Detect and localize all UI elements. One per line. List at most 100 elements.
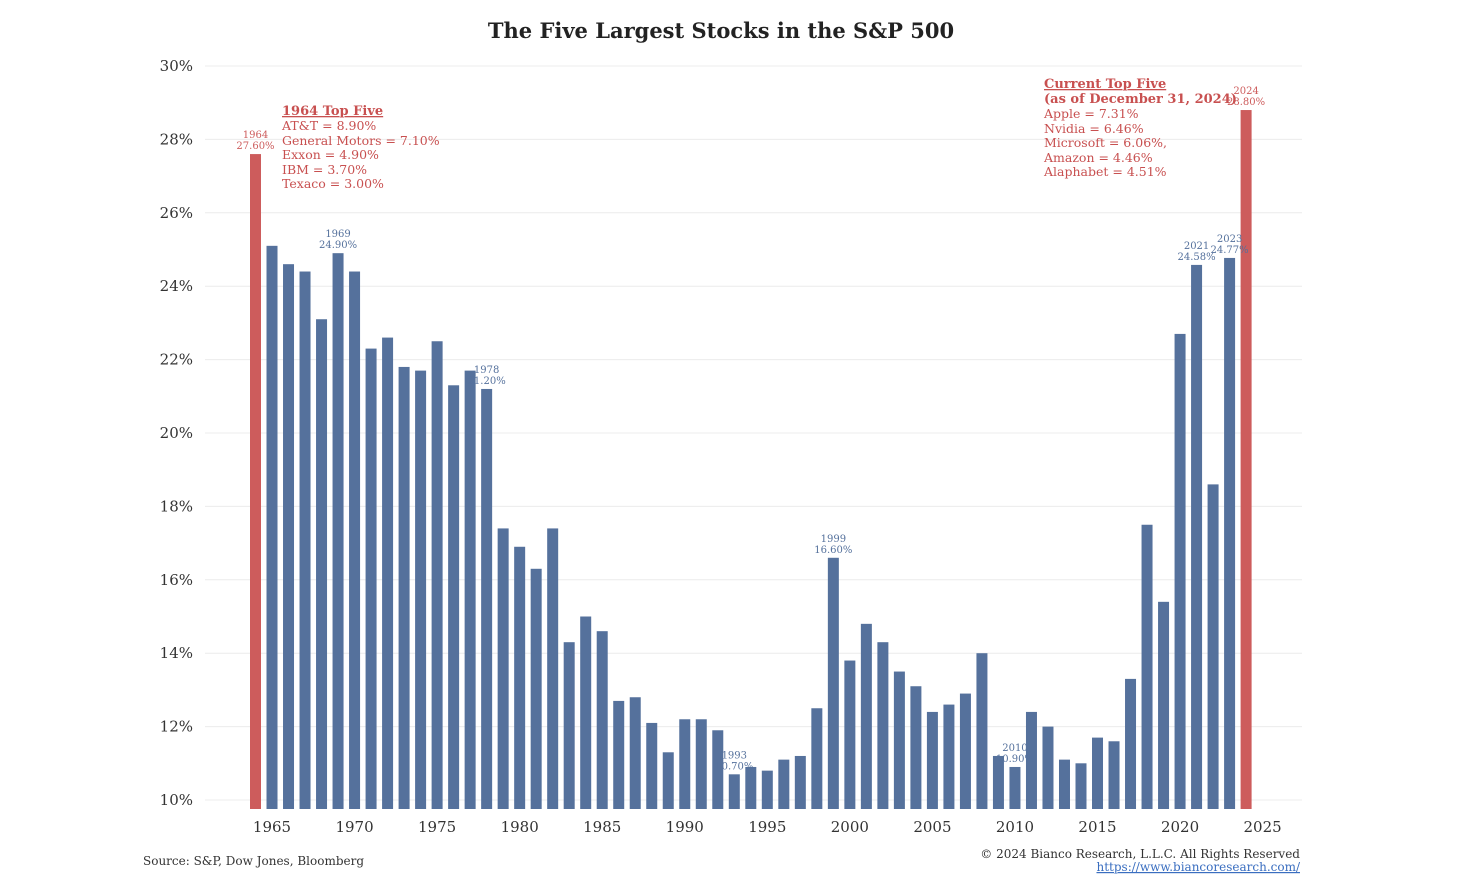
chart-title: The Five Largest Stocks in the S&P 500	[488, 18, 954, 43]
y-tick-label: 24%	[160, 277, 193, 295]
x-tick-label: 2025	[1244, 818, 1282, 836]
bar	[1174, 333, 1186, 809]
annotation-1964-top-five: 1964 Top Five AT&T = 8.90% General Motor…	[281, 104, 440, 191]
bar	[646, 722, 658, 809]
annotation-1964-heading: 1964 Top Five	[282, 104, 383, 119]
annotation-1964-line: AT&T = 8.90%	[281, 118, 376, 133]
y-tick-label: 20%	[160, 424, 193, 442]
x-tick-label: 2000	[831, 818, 869, 836]
x-tick-label: 1965	[253, 818, 291, 836]
annotation-current-heading: Current Top Five	[1044, 77, 1166, 92]
copyright-note: © 2024 Bianco Research, L.L.C. All Right…	[980, 847, 1300, 861]
y-tick-label: 12%	[160, 718, 193, 736]
bar	[398, 366, 410, 809]
bar	[514, 546, 526, 809]
bar	[1207, 484, 1219, 809]
annotation-1964-line: Exxon = 4.90%	[282, 147, 379, 162]
bar	[860, 623, 872, 809]
bar	[382, 337, 394, 809]
bar	[679, 719, 691, 809]
x-tick-label: 1975	[418, 818, 456, 836]
bar-highlight	[1240, 110, 1252, 810]
y-tick-label: 16%	[160, 571, 193, 589]
bar	[283, 264, 295, 809]
bar	[1158, 601, 1170, 809]
bar	[1009, 766, 1021, 809]
annotation-current-line: Microsoft = 6.06%,	[1044, 135, 1167, 150]
bar	[877, 642, 889, 809]
bar-value-label: 1964 27.60%	[236, 130, 274, 152]
y-tick-label: 14%	[160, 644, 193, 662]
bar	[580, 616, 592, 809]
bars	[250, 110, 1252, 810]
bar	[926, 711, 938, 809]
bar	[662, 752, 674, 809]
bar	[596, 631, 608, 809]
y-axis-ticks: 10% 12% 14% 16% 18% 20% 22% 24% 26% 28% 30%	[160, 57, 193, 809]
bar	[431, 341, 443, 809]
bar	[811, 708, 823, 809]
bar	[316, 319, 328, 809]
website-link[interactable]: https://www.biancoresearch.com/	[1096, 860, 1300, 874]
bar	[1092, 737, 1104, 809]
bar	[745, 766, 757, 809]
bar	[992, 755, 1004, 809]
x-tick-label: 1990	[666, 818, 704, 836]
bar	[629, 697, 641, 809]
bar	[349, 271, 361, 809]
x-tick-label: 2020	[1161, 818, 1199, 836]
bar	[1058, 759, 1070, 809]
y-tick-label: 10%	[160, 791, 193, 809]
bar	[415, 370, 427, 809]
bar-value-label: 2023 24.77%	[1211, 234, 1249, 256]
bar-value-label: 2024 28.80%	[1227, 86, 1265, 108]
x-tick-label: 2005	[913, 818, 951, 836]
bar	[827, 557, 839, 809]
bar	[778, 759, 790, 809]
bar	[910, 686, 922, 809]
bar	[497, 528, 509, 809]
bar	[1042, 726, 1054, 809]
bar	[1025, 711, 1037, 809]
bar-value-label: 1969 24.90%	[319, 229, 357, 251]
bar-value-label: 2021 24.58%	[1177, 241, 1215, 263]
bar	[1125, 678, 1137, 809]
x-tick-label: 1970	[335, 818, 373, 836]
x-tick-label: 1995	[748, 818, 786, 836]
bar	[481, 388, 493, 809]
y-tick-label: 28%	[160, 130, 193, 148]
y-tick-label: 22%	[160, 351, 193, 369]
annotation-current-top-five: Current Top Five (as of December 31, 202…	[1043, 77, 1237, 179]
bar	[1191, 264, 1203, 809]
y-tick-label: 18%	[160, 497, 193, 515]
bar	[712, 730, 724, 809]
x-tick-label: 1980	[501, 818, 539, 836]
bar	[844, 660, 856, 809]
bar-highlight	[250, 154, 261, 809]
bar-value-label: 1993 10.70%	[715, 750, 753, 772]
y-tick-label: 30%	[160, 57, 193, 75]
bar	[1108, 741, 1120, 809]
bar	[448, 385, 460, 809]
bar	[266, 245, 278, 809]
x-tick-label: 2015	[1078, 818, 1116, 836]
annotation-current-line: Alaphabet = 4.51%	[1043, 164, 1167, 179]
source-note: Source: S&P, Dow Jones, Bloomberg	[143, 854, 364, 868]
bar-value-label: 1978 21.20%	[468, 365, 506, 387]
bar	[695, 719, 707, 809]
x-tick-label: 1985	[583, 818, 621, 836]
bar	[1224, 257, 1236, 809]
bar	[547, 528, 559, 809]
bar	[794, 755, 806, 809]
bar	[464, 370, 476, 809]
annotation-1964-line: General Motors = 7.10%	[282, 133, 440, 148]
x-tick-label: 2010	[996, 818, 1034, 836]
annotation-current-subheading: (as of December 31, 2024)	[1044, 92, 1237, 107]
bar-labels: 1964 27.60% 1969 24.90% 1978 21.20% 1993 10.70%…	[236, 86, 1265, 772]
bar	[728, 774, 740, 809]
bar	[1075, 763, 1087, 809]
bar	[959, 693, 971, 809]
annotation-current-line: Nvidia = 6.46%	[1044, 121, 1144, 136]
bar-value-label: 1999 16.60%	[814, 534, 852, 556]
